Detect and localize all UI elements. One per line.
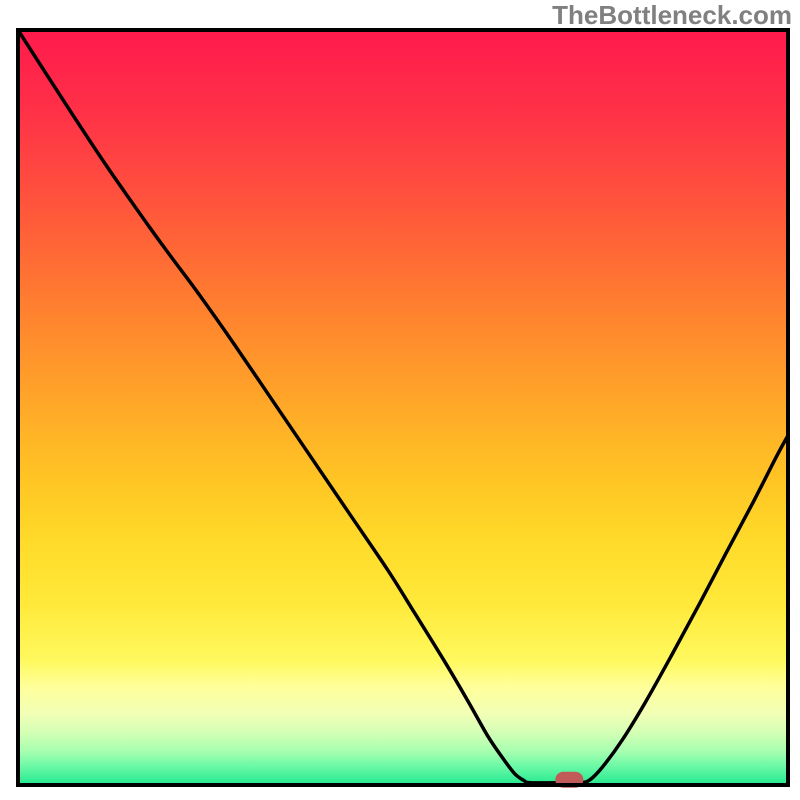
watermark-text: TheBottleneck.com	[552, 0, 792, 31]
chart-container: TheBottleneck.com	[0, 0, 800, 800]
bottleneck-chart	[0, 0, 800, 800]
gradient-background	[18, 30, 788, 785]
